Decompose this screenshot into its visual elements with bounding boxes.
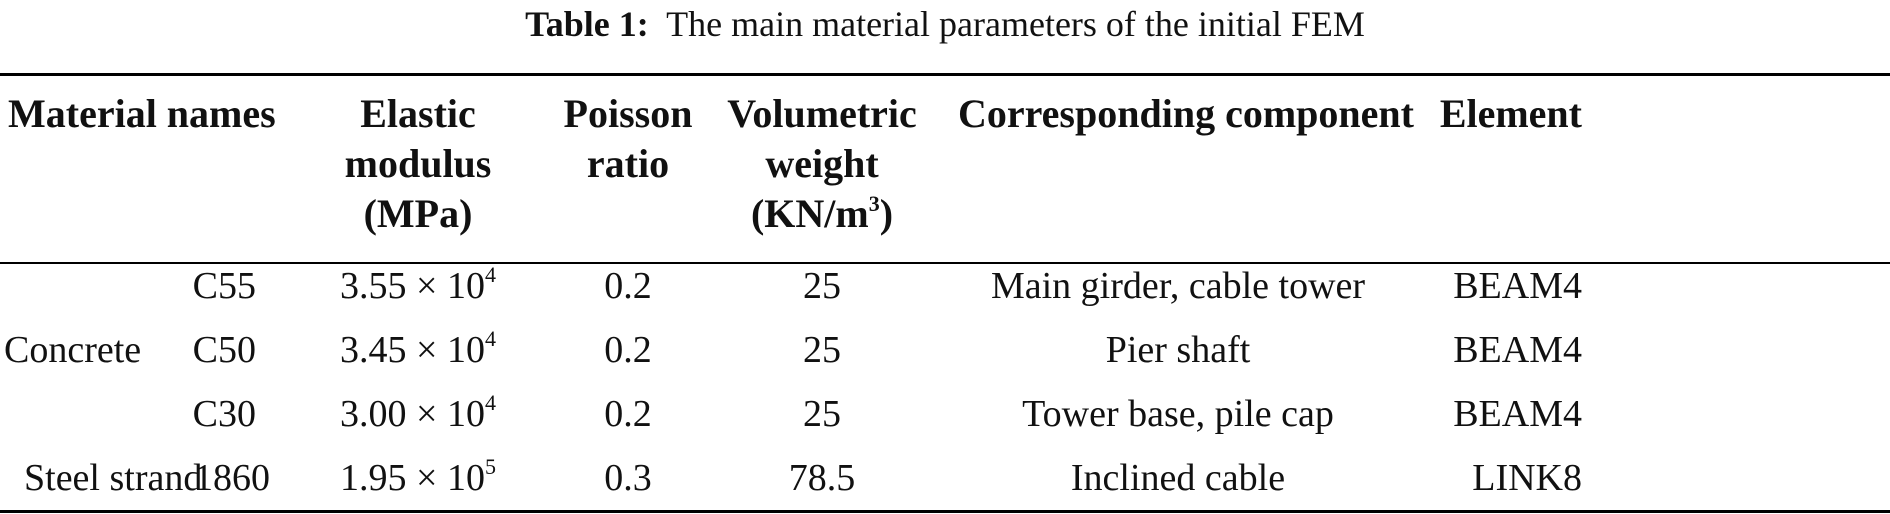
cell-weight: 25	[803, 329, 841, 371]
group-label-steel-strand: Steel strand	[24, 457, 203, 499]
cell-component: Tower base, pile cap	[1022, 393, 1334, 435]
cell-weight: 78.5	[788, 457, 856, 499]
table-top-rule	[0, 73, 1890, 76]
cell-grade: C30	[192, 393, 256, 435]
cell-elastic-modulus: 3.00 × 104	[340, 390, 496, 435]
cell-poisson: 0.2	[604, 329, 652, 371]
header-volumetric-weight: Volumetric weight (KN/m3)	[727, 91, 917, 236]
cell-elastic-modulus: 3.55 × 104	[340, 262, 496, 307]
cell-poisson: 0.2	[604, 393, 652, 435]
header-element: Element	[1439, 91, 1582, 136]
cell-grade: 1860	[194, 457, 270, 499]
cell-element: BEAM4	[1453, 393, 1582, 435]
cell-element: BEAM4	[1453, 265, 1582, 307]
cell-component: Pier shaft	[1105, 329, 1251, 371]
cell-elastic-modulus: 1.95 × 105	[340, 454, 496, 499]
cell-weight: 25	[803, 265, 841, 307]
header-corresponding-component: Corresponding component	[958, 91, 1414, 136]
table-bottom-rule	[0, 510, 1890, 513]
cell-component: Inclined cable	[1070, 457, 1286, 499]
cell-grade: C55	[192, 265, 256, 307]
table-caption-text: The main material parameters of the init…	[666, 4, 1365, 44]
header-elastic-modulus: Elastic modulus (MPa)	[344, 91, 492, 236]
cell-grade: C50	[192, 329, 256, 371]
cell-poisson: 0.3	[604, 457, 652, 499]
header-poisson-ratio: Poisson ratio	[563, 91, 693, 186]
cell-component: Main girder, cable tower	[990, 265, 1366, 307]
table-header-rule	[0, 262, 1890, 264]
cell-element: BEAM4	[1453, 329, 1582, 371]
group-label-concrete: Concrete	[4, 329, 142, 371]
cell-element: LINK8	[1472, 457, 1582, 499]
table-caption: Table 1: The main material parameters of…	[0, 2, 1890, 46]
cell-weight: 25	[803, 393, 841, 435]
cell-poisson: 0.2	[604, 265, 652, 307]
table-caption-label: Table 1:	[525, 4, 649, 44]
cell-elastic-modulus: 3.45 × 104	[340, 326, 496, 371]
header-material-names: Material names	[8, 91, 276, 136]
